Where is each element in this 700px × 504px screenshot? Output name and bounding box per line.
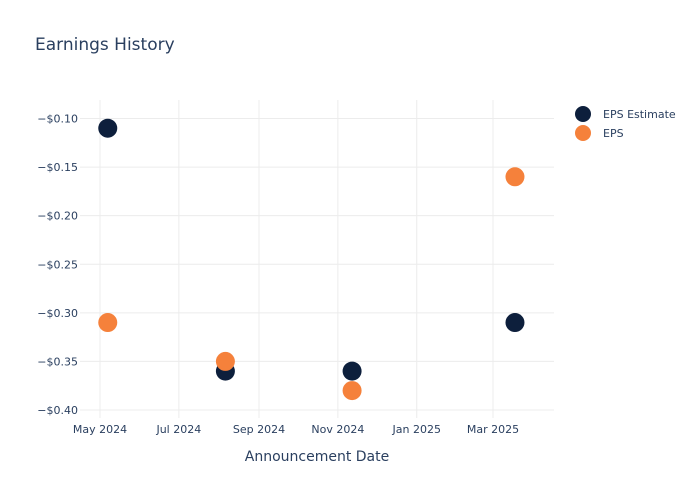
data-point-eps[interactable] bbox=[98, 313, 117, 332]
gridlines bbox=[80, 100, 554, 418]
legend-marker bbox=[575, 125, 591, 141]
y-tick-label: −$0.10 bbox=[37, 113, 78, 126]
data-point-eps-estimate[interactable] bbox=[343, 362, 362, 381]
x-tick-label: Mar 2025 bbox=[467, 423, 519, 436]
y-tick-label: −$0.40 bbox=[37, 404, 78, 417]
y-tick-label: −$0.15 bbox=[37, 161, 78, 174]
x-axis-ticks: May 2024 Jul 2024 Sep 2024 Nov 2024 Jan 2025… bbox=[73, 423, 519, 436]
legend: EPS Estimate EPS bbox=[575, 106, 676, 141]
x-tick-label: Sep 2024 bbox=[233, 423, 285, 436]
y-tick-label: −$0.20 bbox=[37, 210, 78, 223]
data-points bbox=[98, 119, 524, 400]
y-tick-label: −$0.35 bbox=[37, 355, 78, 368]
x-tick-label: Jul 2024 bbox=[155, 423, 201, 436]
legend-label: EPS bbox=[603, 127, 624, 140]
data-point-eps-estimate[interactable] bbox=[98, 119, 117, 138]
x-tick-label: Nov 2024 bbox=[311, 423, 364, 436]
legend-label: EPS Estimate bbox=[603, 108, 676, 121]
data-point-eps-estimate[interactable] bbox=[505, 313, 524, 332]
y-tick-label: −$0.25 bbox=[37, 258, 78, 271]
chart-title: Earnings History bbox=[35, 35, 175, 55]
x-axis-label: Announcement Date bbox=[245, 449, 389, 465]
data-point-eps[interactable] bbox=[505, 167, 524, 186]
data-point-eps[interactable] bbox=[343, 381, 362, 400]
data-point-eps[interactable] bbox=[216, 352, 235, 371]
x-tick-label: Jan 2025 bbox=[392, 423, 441, 436]
y-axis-ticks: −$0.10 −$0.15 −$0.20 −$0.25 −$0.30 −$0.35 −$0.… bbox=[37, 113, 78, 418]
legend-marker bbox=[575, 106, 591, 122]
x-tick-label: May 2024 bbox=[73, 423, 127, 436]
y-tick-label: −$0.30 bbox=[37, 307, 78, 320]
